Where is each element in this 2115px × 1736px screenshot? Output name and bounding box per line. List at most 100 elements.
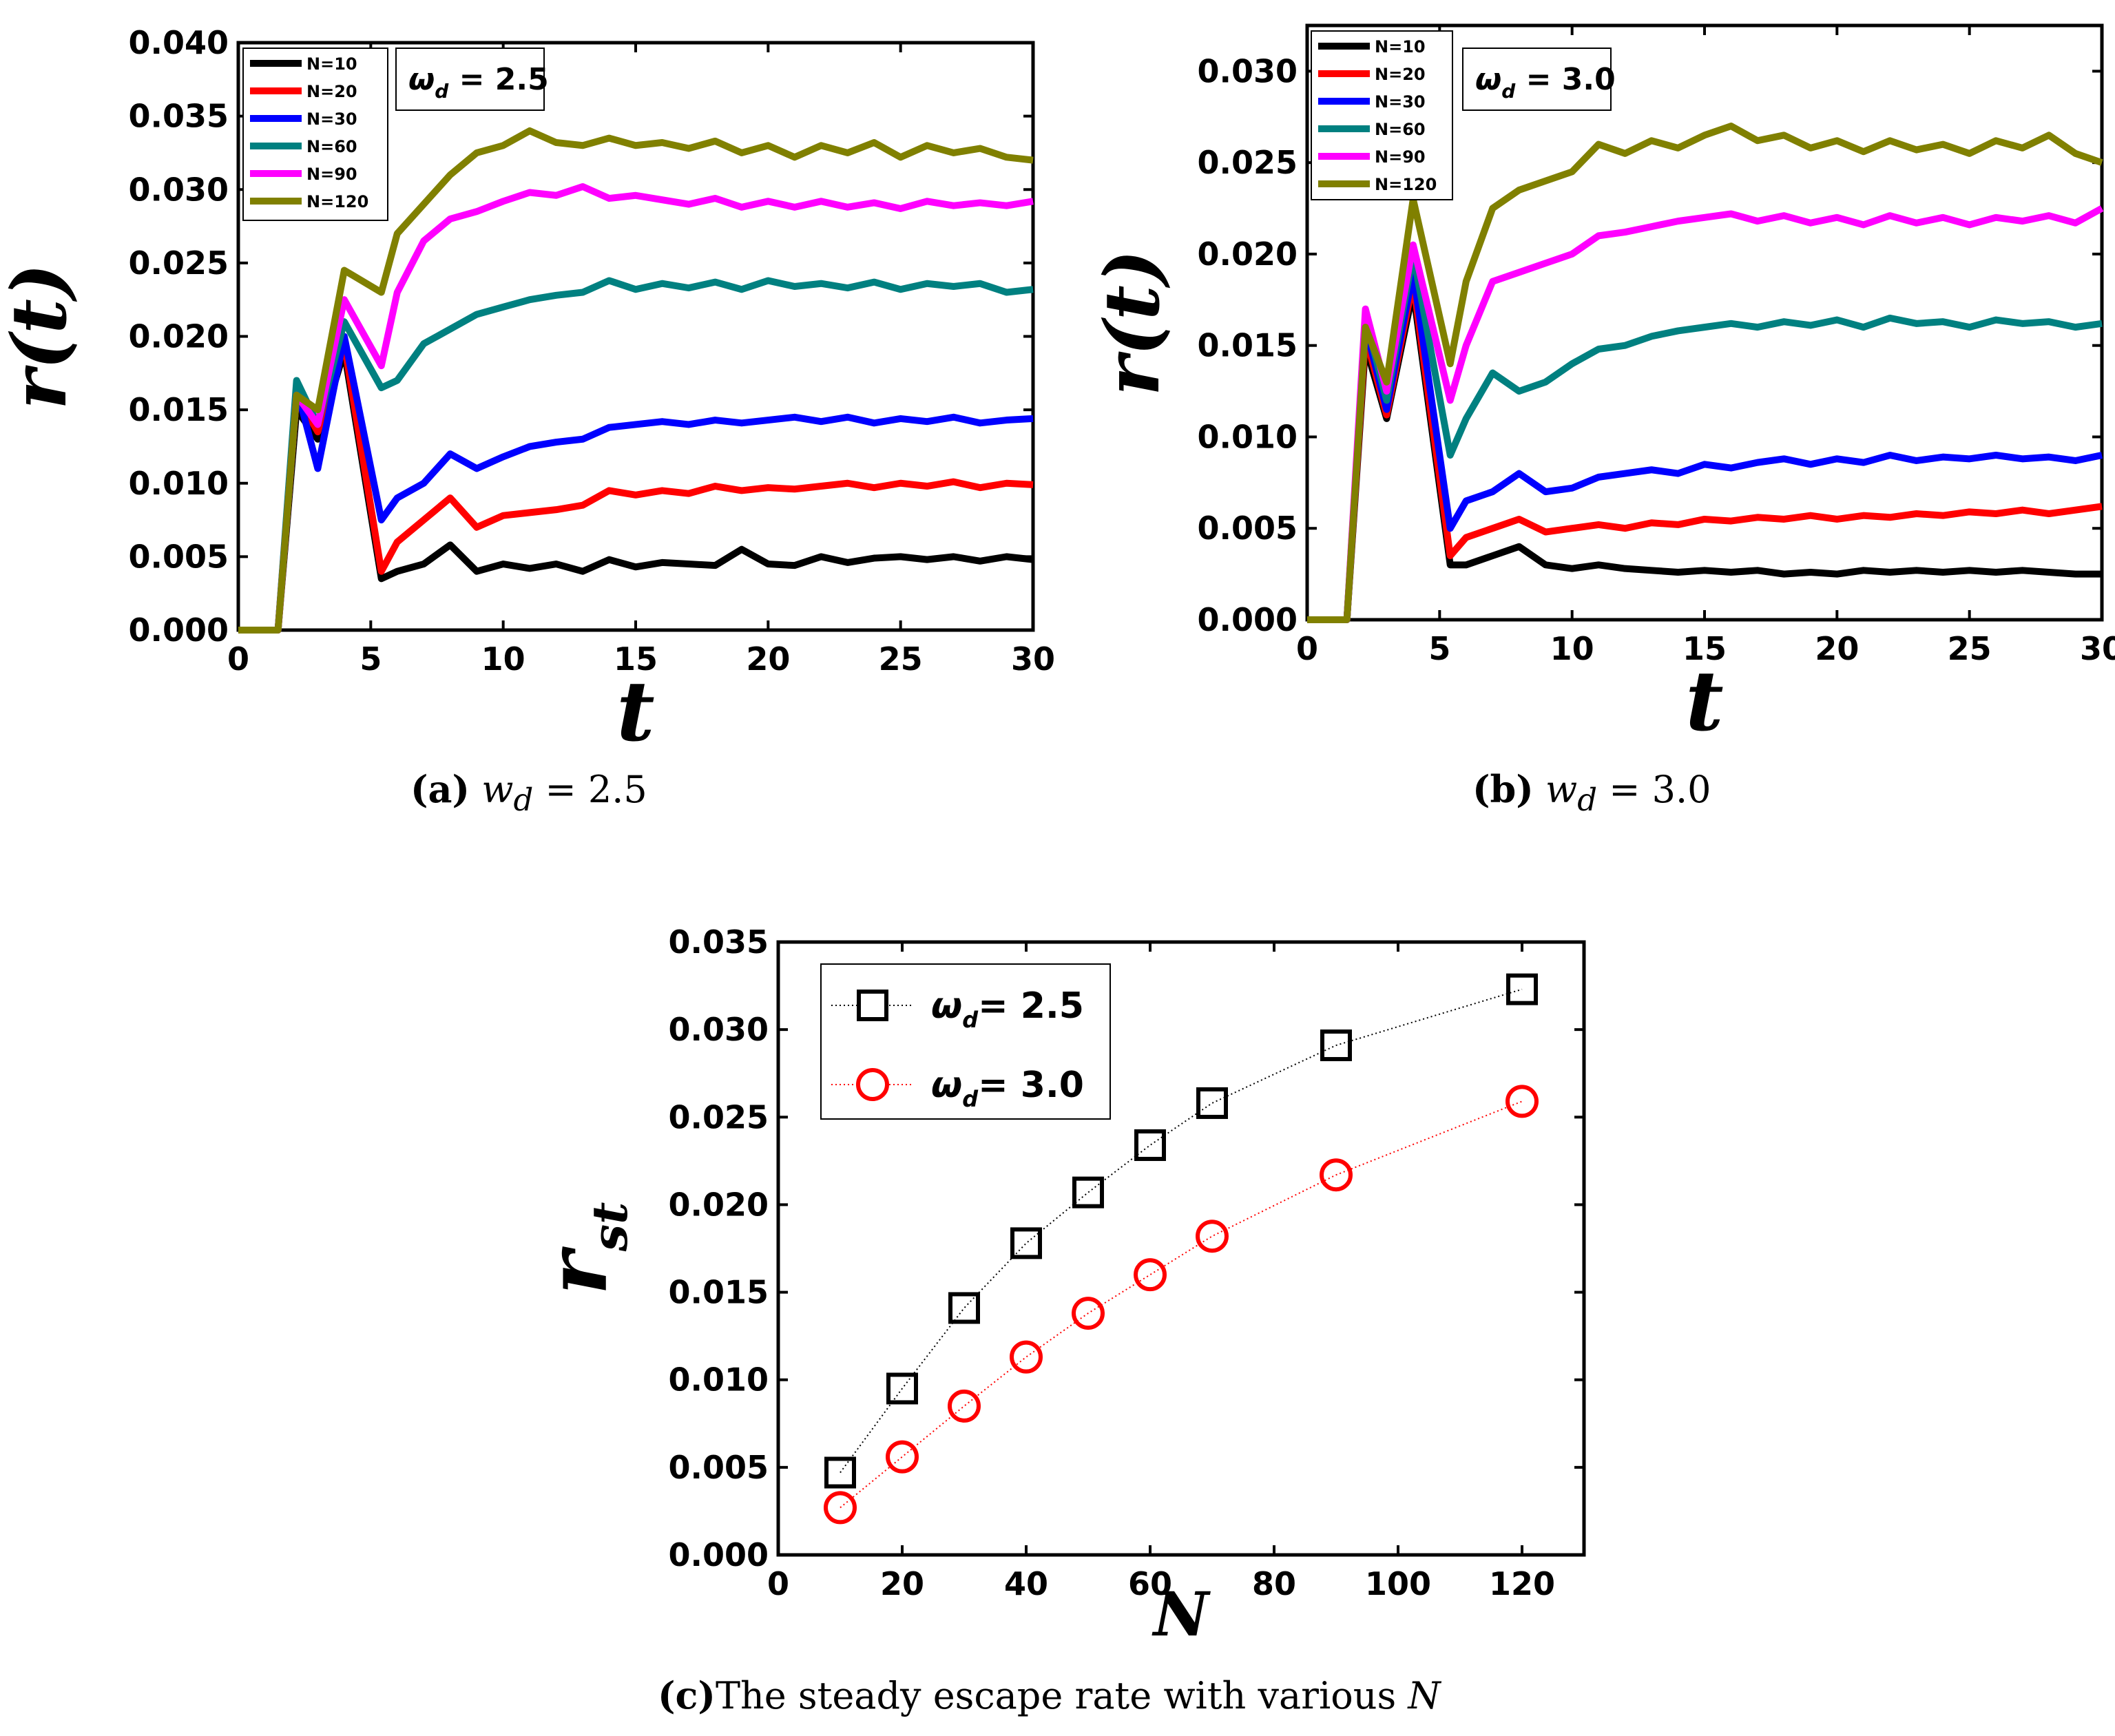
data-point-square [1134,1129,1166,1161]
legend-box [242,48,388,221]
x-tick-label: 20 [880,1565,924,1602]
caption-b-label: (b) [1472,767,1534,811]
plot-frame [776,940,1586,1557]
y-axis-label: r(t) [0,263,83,410]
annotation-box [395,48,545,111]
legend-label: N=30 [306,109,357,129]
x-tick-label: 60 [1128,1565,1172,1602]
legend-label: ωd= 3.0 [931,1065,1084,1112]
y-tick-label: 0.010 [668,1361,769,1399]
data-point-circle [1196,1220,1229,1253]
data-point-circle [824,1491,857,1525]
data-point-circle [1505,1085,1539,1118]
caption-b-eq: = 3.0 [1609,768,1711,811]
data-point-square [1320,1029,1352,1062]
caption-c-var: N [1408,1674,1441,1717]
series-line [1307,250,2103,623]
legend: ωd= 2.5 ωd= 3.0 [820,963,1111,1120]
annotation-sub: d [1501,80,1516,103]
x-tick-label: 0 [227,640,249,678]
series-connector [840,988,1523,1474]
x-axis-label: N [1152,1578,1211,1650]
data-point-circle [1320,1158,1353,1192]
x-tick-label: 40 [1004,1565,1048,1602]
legend-label: N=20 [1375,65,1426,84]
legend: N=10 N=20 N=30 N=60 N=90 N=120 [242,48,388,221]
y-tick-label: 0.015 [668,1274,769,1311]
legend-sub: d [962,1086,979,1112]
series-line [238,127,1034,634]
legend-value: = 2.5 [978,985,1084,1027]
x-tick-label: 15 [614,640,658,678]
x-tick-label: 25 [1948,630,1992,667]
y-tick-label: 0.015 [128,391,229,428]
series-line [238,333,1034,634]
caption-b-sub: d [1577,781,1598,818]
data-point-circle [1010,1340,1043,1374]
series-connector [840,1100,1523,1509]
caption-a-label: (a) [410,767,470,811]
y-tick-label: 0.005 [1197,510,1298,547]
data-point-circle [886,1440,919,1474]
y-tick-label: 0.020 [128,318,229,355]
y-axis-label: r(t) [1087,249,1176,396]
annotation-value: = 3.0 [1515,62,1615,97]
annotation-symbol: ω [1475,62,1501,97]
x-tick-label: 15 [1682,630,1727,667]
x-tick-label: 30 [2080,630,2115,667]
annotation-box [1462,48,1612,111]
chart-b: 0 5 10 15 20 25 30 0.000 0.005 0.010 0.015 0.020 0.0… [1087,23,2115,750]
x-tick-label: 5 [360,640,382,678]
legend-value: = 3.0 [978,1065,1084,1106]
annotation-text: ωd = 2.5 [408,62,549,103]
data-point-square [948,1292,980,1324]
data-point-square [886,1372,918,1405]
caption-a-eq: = 2.5 [545,768,647,811]
x-tick-label: 10 [481,640,525,678]
series-line [1307,123,2103,623]
y-tick-label: 0.030 [668,1011,769,1048]
legend-label: N=60 [306,137,357,156]
legend-label: ωd= 2.5 [931,985,1084,1033]
x-tick-label: 120 [1489,1565,1555,1602]
series-line [1307,287,2102,623]
x-axis-label: t [1685,653,1723,750]
caption-c-text: The steady escape rate with various [715,1674,1408,1717]
series-line [1307,278,2103,623]
annotation-value: = 2.5 [448,62,548,97]
legend-label: N=90 [306,165,357,184]
x-tick-label: 25 [879,640,923,678]
caption-a-sub: d [513,781,534,818]
legend-marker-circle [856,1068,889,1101]
y-tick-label: 0.025 [128,244,229,282]
data-point-square [1196,1087,1228,1119]
legend-label: N=120 [1375,175,1437,194]
series-line [238,182,1034,634]
series-line [238,340,1034,634]
y-tick-label: 0.010 [128,465,229,502]
annotation-sub: d [435,80,449,103]
y-tick-label: 0.035 [668,923,769,961]
legend-label: N=20 [306,82,357,101]
annotation: ωd = 2.5 [395,48,549,111]
x-tick-label: 0 [1296,630,1318,667]
y-tick-label: 0.025 [1197,144,1298,181]
series-line [238,347,1034,634]
series-line [1307,269,2103,623]
legend-marker-square [857,990,888,1021]
caption-a: (a) wd = 2.5 [410,767,647,818]
chart-a: 0 5 10 15 20 25 30 0.000 0.005 0.010 0.015 0.020 0.0… [0,24,1055,760]
y-tick-label: 0.035 [128,98,229,135]
caption-c: (c)The steady escape rate with various N [658,1673,1441,1717]
x-tick-label: 100 [1365,1565,1431,1602]
y-axis-label-sub: st [581,1202,638,1253]
y-tick-label: 0.005 [668,1449,769,1486]
x-axis-label: t [616,663,654,760]
x-tick-label: 20 [1815,630,1859,667]
y-tick-label: 0.000 [128,611,229,649]
y-tick-label: 0.020 [668,1186,769,1223]
y-tick-label: 0.010 [1197,418,1298,455]
x-tick-label: 10 [1550,630,1594,667]
x-tick-label: 80 [1252,1565,1296,1602]
x-tick-label: 20 [746,640,790,678]
